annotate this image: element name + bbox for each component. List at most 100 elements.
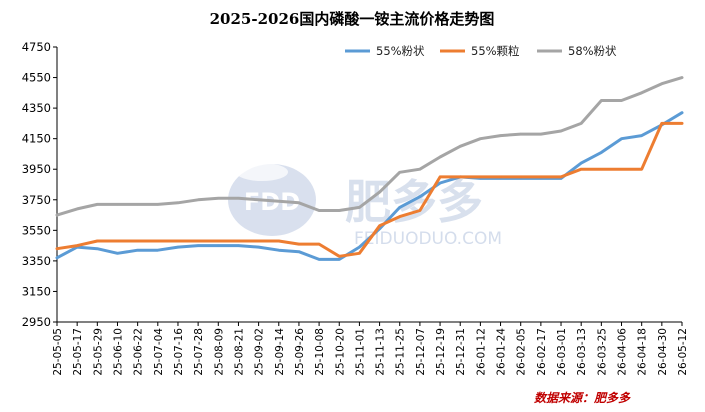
series-55-granule-point <box>196 239 200 243</box>
series-55-powder-point <box>257 245 260 249</box>
series-55-powder-point <box>176 245 180 249</box>
series-55-powder-point <box>338 258 341 261</box>
y-tick-label: 4750 <box>22 40 51 54</box>
series-58-powder-point <box>580 122 583 125</box>
series-58-powder-point <box>398 171 401 174</box>
series-55-granule-point <box>358 252 361 255</box>
series-58-powder-point <box>257 198 260 201</box>
series-55-granule-point <box>237 239 240 243</box>
x-tick-label: 25-09-14 <box>274 328 286 376</box>
series-55-powder-point <box>196 244 200 247</box>
watermark-logo-highlight <box>236 163 288 181</box>
series-55-granule-point <box>640 168 643 171</box>
x-tick-label: 25-12-31 <box>455 328 467 376</box>
y-tick-label: 3950 <box>22 162 51 176</box>
series-55-granule-point <box>600 168 603 171</box>
series-58-powder-point <box>116 203 119 206</box>
x-tick-label: 25-10-08 <box>314 328 326 376</box>
x-tick-label: 26-02-05 <box>516 328 528 376</box>
watermark: FDD 肥多多 FEIDUODUO.COM <box>228 163 502 249</box>
series-55-powder-point <box>358 245 361 249</box>
series-58-powder-point <box>499 134 502 137</box>
series-58-powder-point <box>237 197 240 200</box>
legend-label-58-powder: 58%粉状 <box>568 44 617 58</box>
x-tick-label: 25-09-02 <box>254 328 266 376</box>
x-tick-label: 25-08-21 <box>233 328 245 376</box>
legend-item-58-powder: 58%粉状 <box>537 44 617 58</box>
series-55-powder-point <box>297 250 301 253</box>
series-58-powder-point <box>600 99 603 102</box>
chart-title: 2025-2026国内磷酸一铵主流价格走势图 <box>210 10 495 28</box>
series-58-powder-point <box>378 190 381 194</box>
series-55-powder-point <box>217 244 220 247</box>
y-tick-label: 4550 <box>22 71 51 85</box>
series-58-powder-point <box>418 168 422 171</box>
y-tick-label: 2950 <box>22 315 51 329</box>
y-tick-label: 3750 <box>22 193 51 207</box>
series-55-granule-point <box>96 239 99 243</box>
series-55-granule-point <box>479 175 482 179</box>
series-55-granule-point <box>116 239 119 243</box>
y-tick-label: 3550 <box>22 223 51 237</box>
series-55-powder-point <box>317 258 321 261</box>
series-55-powder-point <box>418 195 422 198</box>
x-tick-label: 25-06-22 <box>133 328 145 376</box>
series-55-powder-point <box>680 111 684 114</box>
series-55-granule-point <box>55 247 59 250</box>
series-55-granule-point <box>539 175 543 179</box>
x-tick-label: 25-11-13 <box>375 328 387 376</box>
source-label: 数据来源：肥多多 <box>534 391 631 405</box>
series-55-granule-point <box>398 215 401 218</box>
y-axis-ticks: 2950 3150 3350 3550 3750 3950 4150 4350 4550 4750 <box>22 40 57 329</box>
series-55-granule-point <box>620 168 623 171</box>
legend-item-55-granule: 55%颗粒 <box>440 44 520 58</box>
series-55-granule-point <box>217 239 220 243</box>
y-tick-label: 4150 <box>22 132 51 146</box>
series-55-granule-point <box>297 242 301 246</box>
series-58-powder-point <box>176 201 180 204</box>
x-tick-label: 25-08-09 <box>213 328 225 376</box>
series-55-granule-point <box>418 209 422 212</box>
series-55-granule-point <box>438 175 442 179</box>
x-tick-label: 25-05-29 <box>92 328 104 376</box>
x-tick-label: 26-01-24 <box>496 328 508 376</box>
series-55-granule-point <box>156 239 159 243</box>
series-58-powder-line <box>55 76 684 217</box>
series-55-granule-point <box>519 175 522 179</box>
series-55-granule-point <box>499 175 502 179</box>
series-58-powder-point <box>277 200 280 203</box>
series-58-powder-point <box>539 132 543 136</box>
series-55-granule-point <box>580 168 583 171</box>
x-tick-label: 26-04-06 <box>617 328 629 376</box>
x-tick-label: 25-11-25 <box>395 328 407 376</box>
x-tick-label: 26-03-25 <box>596 328 608 376</box>
series-55-granule-point <box>277 239 280 243</box>
series-55-powder-point <box>116 252 119 255</box>
series-58-powder-point <box>317 209 321 212</box>
series-55-granule-point <box>660 122 663 125</box>
series-58-powder-point <box>55 213 59 217</box>
series-58-powder-point <box>620 99 623 102</box>
series-58-powder-point <box>479 137 482 140</box>
series-58-powder-point <box>297 201 301 204</box>
series-55-granule-point <box>176 239 180 243</box>
series-58-powder-point <box>136 203 139 206</box>
legend-label-55-powder: 55%粉状 <box>376 44 425 58</box>
series-55-powder-point <box>640 134 643 137</box>
x-axis-ticks: 25-05-05 25-05-17 25-05-29 25-06-10 25-06-22… <box>52 322 689 376</box>
series-55-powder-point <box>136 249 139 252</box>
x-tick-label: 25-05-05 <box>52 328 64 376</box>
series-layer <box>55 76 684 261</box>
series-55-granule-point <box>317 242 321 246</box>
series-55-granule-point <box>136 239 139 243</box>
y-tick-label: 3350 <box>22 254 51 268</box>
series-58-powder-point <box>96 203 99 206</box>
series-55-powder-point <box>96 247 99 250</box>
x-tick-label: 25-09-26 <box>294 328 306 376</box>
series-55-granule-point <box>459 175 462 179</box>
series-55-powder-point <box>620 137 623 140</box>
x-tick-label: 25-12-19 <box>435 328 447 376</box>
series-55-granule-point <box>338 255 341 258</box>
